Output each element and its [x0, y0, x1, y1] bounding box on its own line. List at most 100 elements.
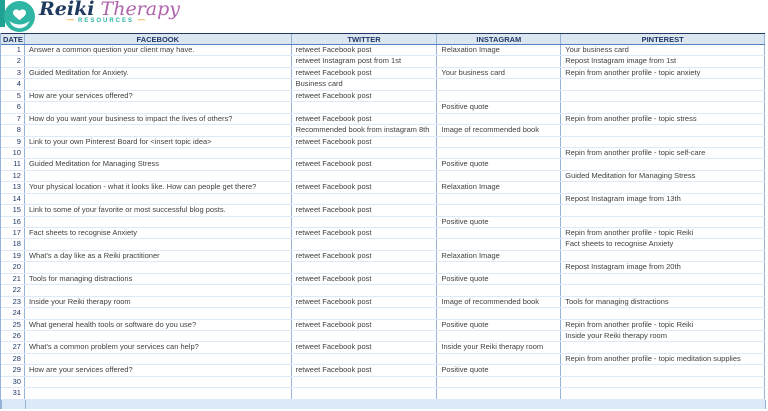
- cell-date[interactable]: 7: [1, 113, 25, 125]
- cell-instagram[interactable]: Relaxation Image: [437, 45, 562, 56]
- cell-pinterest[interactable]: [561, 273, 765, 285]
- cell-twitter[interactable]: [292, 376, 438, 388]
- cell-date[interactable]: 6: [1, 102, 25, 113]
- cell-twitter[interactable]: retweet Facebook post: [292, 250, 438, 262]
- cell-date[interactable]: 29: [1, 365, 25, 376]
- cell-instagram[interactable]: Positive quote: [437, 319, 562, 330]
- cell-date[interactable]: 17: [1, 228, 25, 239]
- cell-facebook[interactable]: [25, 193, 292, 205]
- cell-pinterest[interactable]: Fact sheets to recognise Anxiety: [561, 239, 765, 250]
- cell-facebook[interactable]: Guided Meditation for Anxiety.: [25, 67, 292, 79]
- cell-twitter[interactable]: retweet Facebook post: [292, 365, 438, 376]
- cell-facebook[interactable]: Answer a common question your client may…: [25, 45, 292, 56]
- cell-date[interactable]: 20: [1, 262, 25, 273]
- cell-twitter[interactable]: retweet Facebook post: [292, 319, 438, 330]
- cell-pinterest[interactable]: [561, 250, 765, 262]
- cell-date[interactable]: 18: [1, 239, 25, 250]
- cell-date[interactable]: 10: [1, 147, 25, 159]
- cell-instagram[interactable]: [437, 330, 562, 342]
- cell-date[interactable]: 26: [1, 330, 25, 342]
- cell-twitter[interactable]: retweet Facebook post: [292, 182, 438, 193]
- cell-date[interactable]: 30: [1, 376, 25, 388]
- cell-twitter[interactable]: retweet Facebook post: [292, 296, 438, 308]
- cell-facebook[interactable]: What's a day like as a Reiki practitione…: [25, 250, 292, 262]
- cell-instagram[interactable]: Image of recommended book: [437, 296, 562, 308]
- cell-date[interactable]: 15: [1, 205, 25, 216]
- cell-pinterest[interactable]: [561, 342, 765, 353]
- cell-instagram[interactable]: [437, 239, 562, 250]
- cell-pinterest[interactable]: [561, 159, 765, 170]
- cell-facebook[interactable]: [25, 239, 292, 250]
- cell-pinterest[interactable]: Tools for managing distractions: [561, 296, 765, 308]
- cell-date[interactable]: 8: [1, 125, 25, 136]
- cell-facebook[interactable]: [25, 147, 292, 159]
- cell-facebook[interactable]: [25, 330, 292, 342]
- cell-instagram[interactable]: [437, 205, 562, 216]
- cell-instagram[interactable]: [437, 308, 562, 319]
- cell-facebook[interactable]: What's a common problem your services ca…: [25, 342, 292, 353]
- cell-twitter[interactable]: retweet Facebook post: [292, 342, 438, 353]
- cell-twitter[interactable]: retweet Facebook post: [292, 273, 438, 285]
- cell-date[interactable]: 2: [1, 56, 25, 67]
- cell-facebook[interactable]: [25, 353, 292, 365]
- cell-facebook[interactable]: Fact sheets to recognise Anxiety: [25, 228, 292, 239]
- cell-instagram[interactable]: [437, 147, 562, 159]
- cell-pinterest[interactable]: [561, 125, 765, 136]
- cell-facebook[interactable]: Inside your Reiki therapy room: [25, 296, 292, 308]
- cell-instagram[interactable]: Relaxation Image: [437, 182, 562, 193]
- cell-instagram[interactable]: Image of recommended book: [437, 125, 562, 136]
- cell-twitter[interactable]: [292, 330, 438, 342]
- cell-instagram[interactable]: [437, 228, 562, 239]
- cell-pinterest[interactable]: Repin from another profile - topic Reiki: [561, 228, 765, 239]
- cell-twitter[interactable]: [292, 353, 438, 365]
- cell-instagram[interactable]: [437, 193, 562, 205]
- cell-pinterest[interactable]: [561, 136, 765, 147]
- cell-facebook[interactable]: Guided Meditation for Managing Stress: [25, 159, 292, 170]
- cell-instagram[interactable]: [437, 262, 562, 273]
- cell-pinterest[interactable]: Inside your Reiki therapy room: [561, 330, 765, 342]
- cell-date[interactable]: 11: [1, 159, 25, 170]
- cell-facebook[interactable]: [25, 102, 292, 113]
- cell-pinterest[interactable]: Repin from another profile - topic self-…: [561, 147, 765, 159]
- cell-facebook[interactable]: Link to some of your favorite or most su…: [25, 205, 292, 216]
- cell-facebook[interactable]: [25, 388, 292, 399]
- cell-instagram[interactable]: [437, 90, 562, 102]
- cell-facebook[interactable]: [25, 308, 292, 319]
- cell-instagram[interactable]: Inside your Reiki therapy room: [437, 342, 562, 353]
- cell-facebook[interactable]: [25, 125, 292, 136]
- cell-twitter[interactable]: [292, 285, 438, 296]
- cell-date[interactable]: 24: [1, 308, 25, 319]
- cell-pinterest[interactable]: Repost Instagram image from 20th: [561, 262, 765, 273]
- column-header-twitter[interactable]: TWITTER: [292, 34, 438, 44]
- cell-instagram[interactable]: [437, 113, 562, 125]
- cell-instagram[interactable]: [437, 79, 562, 90]
- cell-pinterest[interactable]: Repost Instagram image from 1st: [561, 56, 765, 67]
- cell-pinterest[interactable]: [561, 205, 765, 216]
- cell-date[interactable]: 31: [1, 388, 25, 399]
- cell-date[interactable]: 19: [1, 250, 25, 262]
- cell-facebook[interactable]: [25, 285, 292, 296]
- cell-pinterest[interactable]: Repin from another profile - topic Reiki: [561, 319, 765, 330]
- cell-pinterest[interactable]: [561, 308, 765, 319]
- cell-instagram[interactable]: Your business card: [437, 67, 562, 79]
- cell-pinterest[interactable]: [561, 216, 765, 227]
- cell-twitter[interactable]: retweet Facebook post: [292, 45, 438, 56]
- cell-date[interactable]: 13: [1, 182, 25, 193]
- cell-facebook[interactable]: [25, 79, 292, 90]
- cell-twitter[interactable]: [292, 102, 438, 113]
- cell-facebook[interactable]: What general health tools or software do…: [25, 319, 292, 330]
- cell-date[interactable]: 28: [1, 353, 25, 365]
- cell-date[interactable]: 25: [1, 319, 25, 330]
- cell-instagram[interactable]: [437, 170, 562, 182]
- cell-date[interactable]: 21: [1, 273, 25, 285]
- cell-pinterest[interactable]: [561, 102, 765, 113]
- cell-twitter[interactable]: [292, 239, 438, 250]
- cell-facebook[interactable]: [25, 376, 292, 388]
- cell-twitter[interactable]: retweet Facebook post: [292, 159, 438, 170]
- cell-instagram[interactable]: [437, 353, 562, 365]
- cell-date[interactable]: 1: [1, 45, 25, 56]
- cell-instagram[interactable]: Positive quote: [437, 159, 562, 170]
- cell-facebook[interactable]: How are your services offered?: [25, 90, 292, 102]
- cell-twitter[interactable]: [292, 388, 438, 399]
- cell-instagram[interactable]: [437, 136, 562, 147]
